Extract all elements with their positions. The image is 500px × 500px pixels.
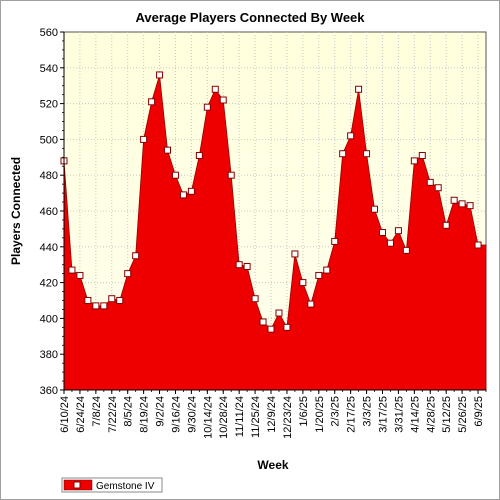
data-point (187, 187, 195, 195)
x-tick-label: 1/20/25 (314, 396, 326, 433)
data-point (434, 184, 442, 192)
data-point (339, 150, 347, 158)
y-tick-label: 540 (40, 63, 58, 75)
x-tick-label: 10/28/24 (218, 396, 230, 439)
data-point (323, 266, 331, 274)
x-tick-label: 6/9/25 (473, 396, 485, 427)
x-tick-label: 5/26/25 (457, 396, 469, 433)
x-tick-label: 5/12/25 (441, 396, 453, 433)
data-point (92, 302, 100, 310)
data-point (179, 191, 187, 199)
data-point (307, 300, 315, 308)
y-tick-label: 520 (40, 99, 58, 111)
data-point (331, 237, 339, 245)
chart-title: Average Players Connected By Week (135, 10, 365, 25)
data-point (394, 227, 402, 235)
y-tick-label: 420 (40, 278, 58, 290)
x-tick-label: 3/3/25 (362, 396, 374, 427)
y-axis-title: Players Connected (9, 157, 23, 265)
data-point (418, 152, 426, 160)
data-point (275, 309, 283, 317)
x-tick-label: 3/17/25 (377, 396, 389, 433)
data-point (450, 196, 458, 204)
data-point (474, 241, 482, 249)
y-tick-label: 380 (40, 349, 58, 361)
x-tick-label: 12/23/24 (282, 396, 294, 439)
data-point (378, 228, 386, 236)
data-point (442, 221, 450, 229)
x-tick-label: 10/14/24 (202, 396, 214, 439)
data-point (466, 202, 474, 210)
x-tick-label: 4/28/25 (425, 396, 437, 433)
data-point (299, 279, 307, 287)
data-point (355, 85, 363, 93)
data-point (76, 271, 84, 279)
data-point (227, 171, 235, 179)
data-point (315, 271, 323, 279)
data-point (363, 150, 371, 158)
data-point (124, 270, 132, 278)
data-point (251, 295, 259, 303)
y-tick-label: 500 (40, 134, 58, 146)
y-tick-label: 440 (40, 242, 58, 254)
x-tick-label: 7/8/24 (91, 396, 103, 427)
axes: 360 380 400 420 440 460 480 500 520 540 560 6/10/24… (40, 27, 487, 439)
data-point (140, 135, 148, 143)
x-tick-label: 9/2/24 (155, 396, 167, 427)
data-point (283, 323, 291, 331)
x-tick-label: 7/22/24 (107, 396, 119, 433)
y-tick-label: 560 (40, 27, 58, 39)
x-tick-label: 6/24/24 (75, 396, 87, 433)
data-point (211, 85, 219, 93)
x-tick-label: 12/9/24 (266, 396, 278, 433)
data-point (267, 325, 275, 333)
data-point (195, 152, 203, 160)
data-point (219, 96, 227, 104)
legend-marker (73, 481, 81, 489)
data-point (386, 239, 394, 247)
data-point (84, 297, 92, 304)
x-tick-label: 8/5/24 (123, 396, 135, 427)
data-point (108, 295, 116, 303)
data-point (148, 98, 156, 106)
data-point (164, 146, 172, 154)
x-axis-title: Week (257, 458, 288, 472)
y-tick-label: 360 (40, 385, 58, 397)
data-point (291, 250, 299, 258)
data-point (235, 261, 243, 269)
x-tick-label: 3/31/25 (393, 396, 405, 433)
data-point (243, 262, 251, 270)
data-point (259, 318, 267, 326)
data-point (132, 252, 140, 260)
x-tick-label: 11/25/24 (250, 396, 262, 438)
x-tick-label: 6/10/24 (59, 396, 71, 433)
data-point (458, 200, 466, 208)
data-point (410, 157, 418, 165)
data-point (402, 246, 410, 254)
x-tick-label: 11/11/24 (234, 396, 246, 437)
data-point (347, 132, 355, 140)
data-point (371, 205, 379, 213)
legend-label: Gemstone IV (96, 481, 155, 492)
x-tick-label: 2/3/25 (330, 396, 342, 427)
data-point (203, 103, 211, 111)
data-point (156, 71, 164, 79)
x-tick-label: 4/14/25 (409, 396, 421, 433)
x-tick-label: 1/6/25 (298, 396, 310, 427)
x-tick-label: 9/16/24 (170, 396, 182, 433)
y-tick-label: 400 (40, 313, 58, 325)
y-tick-label: 460 (40, 206, 58, 218)
data-point (116, 297, 124, 304)
x-tick-label: 2/17/25 (346, 396, 358, 433)
x-tick-label: 8/19/24 (139, 396, 151, 433)
x-tick-label: 9/30/24 (186, 396, 198, 433)
data-point (100, 302, 108, 310)
data-point (171, 171, 179, 179)
y-tick-label: 480 (40, 170, 58, 182)
legend: Gemstone IV (61, 477, 163, 493)
data-point (426, 178, 434, 186)
data-point (68, 266, 76, 274)
